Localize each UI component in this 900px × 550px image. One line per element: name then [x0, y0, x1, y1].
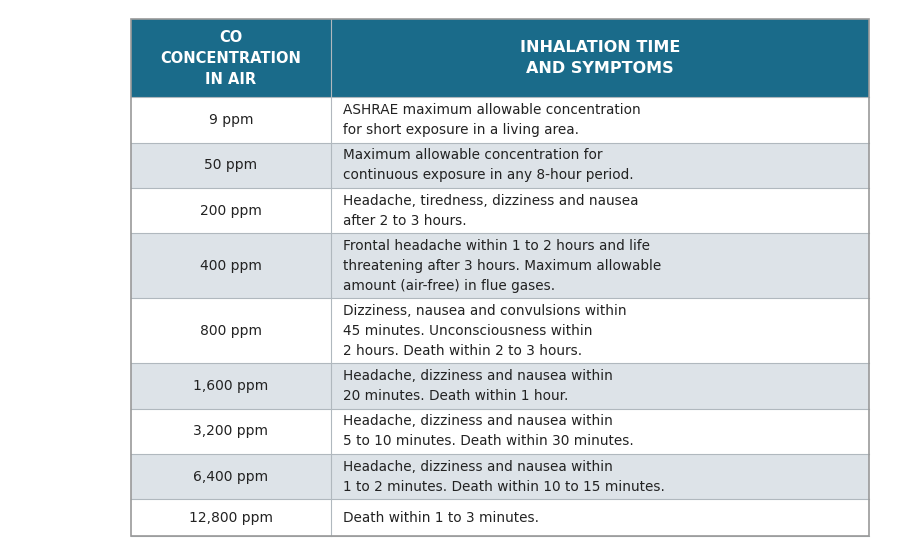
Text: Headache, dizziness and nausea within
5 to 10 minutes. Death within 30 minutes.: Headache, dizziness and nausea within 5 …: [343, 414, 634, 448]
Text: Dizziness, nausea and convulsions within
45 minutes. Unconsciousness within
2 ho: Dizziness, nausea and convulsions within…: [343, 304, 626, 358]
FancyBboxPatch shape: [331, 233, 868, 298]
FancyBboxPatch shape: [331, 454, 868, 499]
Text: 3,200 ppm: 3,200 ppm: [194, 425, 268, 438]
FancyBboxPatch shape: [331, 19, 868, 97]
FancyBboxPatch shape: [331, 409, 868, 454]
FancyBboxPatch shape: [130, 409, 331, 454]
FancyBboxPatch shape: [331, 363, 868, 409]
Text: 1,600 ppm: 1,600 ppm: [194, 379, 268, 393]
FancyBboxPatch shape: [130, 499, 331, 536]
FancyBboxPatch shape: [130, 298, 331, 363]
Text: INHALATION TIME
AND SYMPTOMS: INHALATION TIME AND SYMPTOMS: [519, 40, 680, 76]
FancyBboxPatch shape: [130, 233, 331, 298]
Text: Headache, tiredness, dizziness and nausea
after 2 to 3 hours.: Headache, tiredness, dizziness and nause…: [343, 194, 638, 228]
Text: 9 ppm: 9 ppm: [209, 113, 253, 127]
FancyBboxPatch shape: [130, 188, 331, 233]
Text: Death within 1 to 3 minutes.: Death within 1 to 3 minutes.: [343, 511, 539, 525]
FancyBboxPatch shape: [130, 363, 331, 409]
FancyBboxPatch shape: [331, 188, 868, 233]
Text: Headache, dizziness and nausea within
20 minutes. Death within 1 hour.: Headache, dizziness and nausea within 20…: [343, 369, 613, 403]
Text: 800 ppm: 800 ppm: [200, 324, 262, 338]
Text: 50 ppm: 50 ppm: [204, 158, 257, 172]
FancyBboxPatch shape: [130, 454, 331, 499]
FancyBboxPatch shape: [331, 298, 868, 363]
Text: Frontal headache within 1 to 2 hours and life
threatening after 3 hours. Maximum: Frontal headache within 1 to 2 hours and…: [343, 239, 662, 293]
Text: Headache, dizziness and nausea within
1 to 2 minutes. Death within 10 to 15 minu: Headache, dizziness and nausea within 1 …: [343, 460, 665, 494]
Text: CO
CONCENTRATION
IN AIR: CO CONCENTRATION IN AIR: [160, 30, 302, 87]
FancyBboxPatch shape: [331, 499, 868, 536]
FancyBboxPatch shape: [331, 142, 868, 188]
Text: 6,400 ppm: 6,400 ppm: [194, 470, 268, 484]
Text: ASHRAE maximum allowable concentration
for short exposure in a living area.: ASHRAE maximum allowable concentration f…: [343, 103, 641, 137]
FancyBboxPatch shape: [331, 97, 868, 142]
FancyBboxPatch shape: [130, 97, 331, 142]
Text: 200 ppm: 200 ppm: [200, 204, 262, 218]
Text: 400 ppm: 400 ppm: [200, 259, 262, 273]
Text: 12,800 ppm: 12,800 ppm: [189, 511, 273, 525]
FancyBboxPatch shape: [130, 19, 331, 97]
FancyBboxPatch shape: [130, 142, 331, 188]
Text: Maximum allowable concentration for
continuous exposure in any 8-hour period.: Maximum allowable concentration for cont…: [343, 148, 634, 182]
